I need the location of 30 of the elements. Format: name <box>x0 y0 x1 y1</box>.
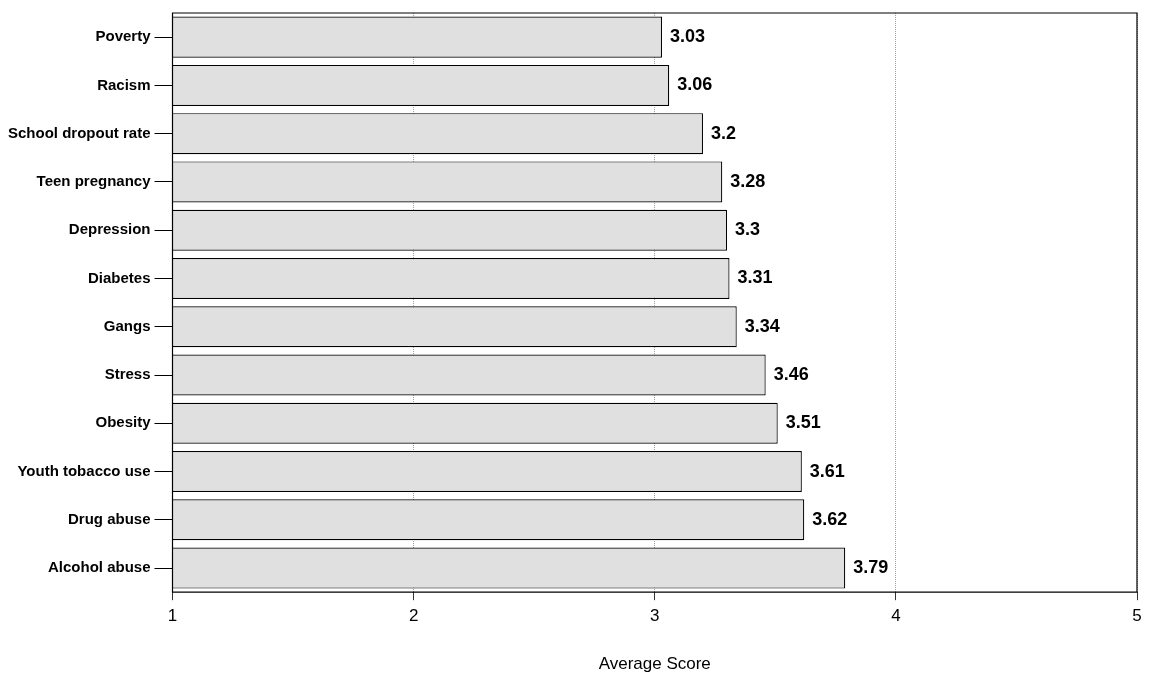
data-label: 3.06 <box>677 74 713 95</box>
data-label: 3.46 <box>773 363 809 384</box>
y-tick-label: Poverty <box>95 27 152 45</box>
data-label: 3.51 <box>785 412 821 433</box>
data-label: 3.2 <box>710 122 737 143</box>
y-tick-label: Racism <box>97 75 151 93</box>
data-label: 3.31 <box>737 267 773 288</box>
y-tick-label: Obesity <box>95 413 152 431</box>
data-label: 3.28 <box>730 170 766 191</box>
x-axis-title: Average Score <box>598 654 711 674</box>
y-tick-label: Teen pregnancy <box>36 172 152 190</box>
data-label: 3.3 <box>735 219 761 240</box>
y-tick-label: Youth tobacco use <box>17 461 151 479</box>
data-label: 3.34 <box>744 315 780 336</box>
data-label: 3.61 <box>809 460 845 481</box>
data-label: 3.79 <box>853 557 889 578</box>
y-tick-label: Drug abuse <box>67 509 151 527</box>
y-tick-label: Stress <box>104 365 151 383</box>
x-tick-label: 5 <box>1132 606 1142 626</box>
x-tick-label: 3 <box>650 606 660 626</box>
y-tick-label: Alcohol abuse <box>47 558 151 576</box>
data-label: 3.62 <box>812 508 848 529</box>
x-tick-label: 2 <box>408 606 419 626</box>
y-tick-label: Diabetes <box>87 268 151 286</box>
y-tick-label: Gangs <box>103 316 151 334</box>
x-tick-label: 1 <box>167 606 178 626</box>
data-label: 3.03 <box>669 26 706 47</box>
y-tick-label: School dropout rate <box>8 123 151 141</box>
x-tick-label: 4 <box>891 606 901 626</box>
y-tick-label: Depression <box>68 220 151 238</box>
